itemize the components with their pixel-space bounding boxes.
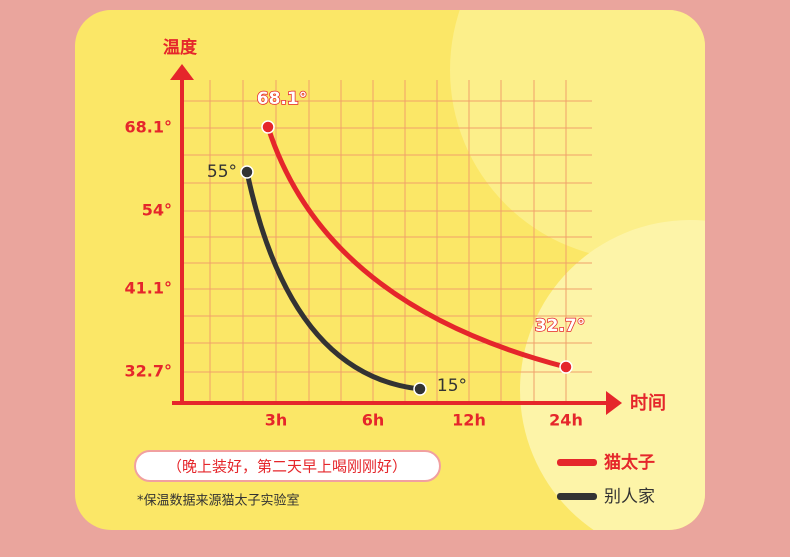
ours-curve xyxy=(265,124,569,370)
x-label: 12h xyxy=(452,411,486,430)
x-label: 24h xyxy=(549,411,583,430)
card-decor xyxy=(450,10,705,530)
point xyxy=(240,165,254,179)
note-pill xyxy=(134,450,441,482)
point xyxy=(559,360,573,374)
x-label: 6h xyxy=(362,411,385,430)
y-labels: 68.1° 54° 41.1° 32.7° xyxy=(125,118,172,381)
point-label: 55° xyxy=(207,162,237,182)
y-label: 54° xyxy=(142,201,172,220)
others-curve xyxy=(244,169,423,392)
x-axis-title: 时间 xyxy=(630,393,666,414)
legend-label: 猫太子 xyxy=(604,452,655,473)
point-label: 32.7° xyxy=(535,316,585,336)
legend-swatch xyxy=(557,493,597,500)
point xyxy=(413,382,427,396)
point-label: 68.1° xyxy=(257,89,307,109)
y-label: 32.7° xyxy=(125,362,172,381)
x-labels: 3h 6h 12h 24h xyxy=(265,411,583,430)
y-label: 41.1° xyxy=(125,279,172,298)
x-label: 3h xyxy=(265,411,288,430)
legend-label: 别人家 xyxy=(604,487,655,507)
point-label: 15° xyxy=(437,376,467,396)
legend-swatch xyxy=(557,459,597,466)
footnote: *保温数据来源猫太子实验室 xyxy=(137,493,300,509)
axes xyxy=(170,64,622,415)
point xyxy=(261,120,275,134)
y-axis-title: 温度 xyxy=(163,37,198,58)
y-label: 68.1° xyxy=(125,118,172,137)
note: （晚上装好，第二天早上喝刚刚好） xyxy=(167,458,407,476)
